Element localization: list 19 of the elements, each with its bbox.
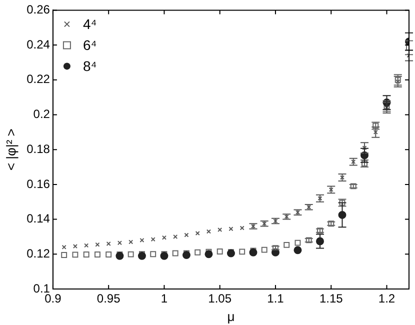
x-tick-label: 1.2: [378, 292, 396, 306]
y-tick-label: 0.12: [26, 246, 50, 260]
y-tick-label: 0.22: [26, 72, 50, 86]
y-tick-label: 0.2: [33, 107, 50, 122]
y-tick-label: 0.14: [26, 212, 50, 226]
y-tick-label: 0.26: [26, 2, 50, 17]
x-tick-label: 1.15: [319, 292, 344, 306]
x-axis-title: μ: [227, 308, 235, 324]
legend-label: 8⁴: [82, 58, 97, 74]
x-tick-label: 0.95: [96, 292, 121, 306]
y-tick-label: 0.24: [26, 37, 50, 52]
y-tick-label: 0.18: [26, 142, 50, 156]
legend-label: 4⁴: [82, 16, 97, 32]
x-tick-label: 1: [160, 292, 168, 306]
legend-label: 6⁴: [82, 37, 97, 54]
x-tick-label: 1.1: [267, 292, 284, 306]
y-tick-label: 0.16: [26, 176, 50, 191]
y-axis-title: < |φ|² >: [3, 128, 18, 171]
x-tick-label: 1.05: [208, 292, 232, 306]
